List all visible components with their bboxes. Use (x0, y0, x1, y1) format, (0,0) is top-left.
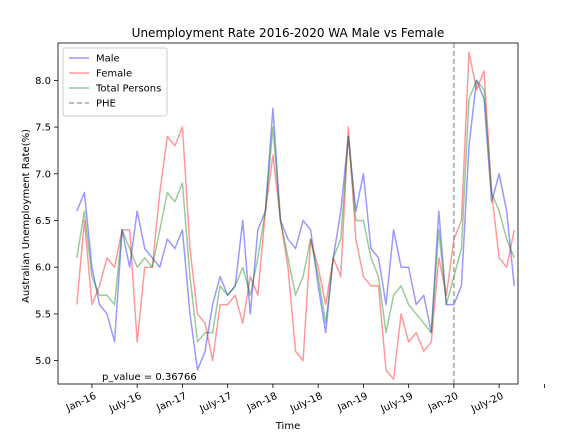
x-axis-label: Time (275, 421, 300, 432)
legend: Male Female Total Persons PHE (62, 47, 168, 117)
y-axis-label: Australian Unemployment Rate(%) (21, 129, 32, 303)
series-line-total-persons (76, 79, 515, 343)
legend-label: Male (96, 54, 120, 65)
legend-box (62, 47, 168, 117)
y-tick-label: 7.0 (35, 169, 51, 180)
y-tick-label: 7.5 (35, 123, 51, 134)
y-tick-label: 6.0 (35, 263, 51, 274)
y-tick-label: 5.0 (35, 356, 51, 367)
y-tick-label: 5.5 (35, 309, 51, 320)
y-tick-label: 8.0 (35, 76, 51, 87)
p-value-annotation: p_value = 0.36766 (102, 372, 197, 383)
axes-frame (57, 42, 519, 385)
chart-title: Unemployment Rate 2016-2020 WA Male vs F… (132, 26, 445, 40)
y-tick-label: 6.5 (35, 216, 51, 227)
legend-label: Total Persons (95, 84, 161, 95)
series-line-male (76, 79, 515, 371)
legend-label: PHE (96, 99, 116, 110)
series-line-female (76, 51, 515, 381)
legend-label: Female (96, 69, 132, 80)
